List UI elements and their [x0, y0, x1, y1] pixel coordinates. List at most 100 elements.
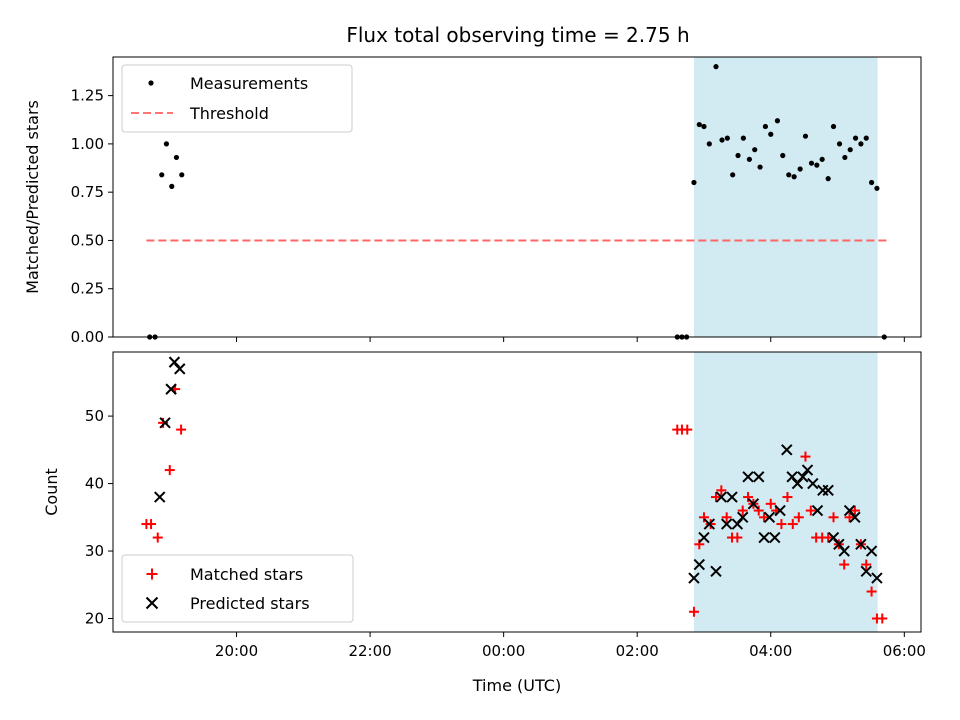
measurement-point: [757, 164, 763, 170]
predicted-star-point: [758, 531, 770, 544]
matched-star-point: [737, 505, 748, 516]
measurement-point: [701, 123, 707, 130]
matched-star-point: [698, 512, 709, 523]
x-axis-label: Time (UTC): [472, 676, 561, 695]
measurement-point: [847, 147, 853, 153]
measurement-point: [819, 156, 825, 162]
measurement-point: [706, 141, 712, 147]
x-tick-label: 20:00: [215, 642, 258, 660]
top-y-tick-label: 0.25: [71, 280, 104, 298]
bottom-panel-shaded-interval: [693, 352, 878, 632]
matched-star-point: [743, 492, 754, 503]
matched-star-point: [793, 512, 804, 523]
legend-predicted-stars-label: Predicted stars: [190, 594, 310, 613]
matched-star-point: [682, 424, 693, 435]
predicted-star-point: [159, 417, 171, 429]
bottom-y-tick-label: 30: [85, 542, 104, 560]
predicted-star-point: [174, 363, 186, 375]
matched-star-point: [861, 559, 872, 570]
predicted-star-point: [769, 531, 781, 544]
predicted-star-point: [715, 491, 728, 503]
measurement-point: [173, 154, 180, 161]
x-tick-label: 00:00: [482, 642, 525, 660]
matched-star-point: [787, 519, 798, 530]
top-panel-y-ticks: 0.00 0.25 0.50 0.75 1.00 1.25: [71, 87, 113, 346]
measurement-point: [735, 152, 741, 159]
measurement-point: [696, 121, 702, 128]
legend-threshold-label: Threshold: [189, 104, 269, 123]
measurement-point: [719, 137, 725, 143]
matched-star-point: [805, 505, 816, 516]
top-panel-frame: [112, 56, 922, 338]
bottom-panel-y-ticks: 20 30 40 50: [85, 407, 113, 628]
bottom-legend-box: [121, 554, 354, 623]
predicted-star-point: [763, 511, 776, 524]
measurement-point: [780, 152, 786, 159]
matched-star-point: [877, 613, 888, 624]
matched-star-point: [828, 512, 839, 523]
matched-star-point: [776, 519, 787, 530]
measurement-point: [836, 141, 843, 147]
measurement-point: [825, 176, 831, 182]
top-panel: 0.00 0.25 0.50 0.75 1.00 1.25 Matched/Predict…: [23, 56, 922, 346]
top-y-tick-label: 1.00: [71, 135, 104, 153]
chart-title: Flux total observing time = 2.75 h: [346, 23, 689, 47]
bottom-panel-x-ticks: 20:00 22:00 00:00 02:00 04:00 06:00: [215, 632, 926, 660]
predicted-star-point: [703, 518, 716, 530]
matched-star-point: [844, 512, 855, 523]
matched-star-point: [823, 532, 834, 543]
predicted-star-point: [774, 504, 786, 517]
bottom-panel-predicted-stars: [154, 356, 883, 584]
measurement-point: [802, 133, 809, 139]
predicted-star-point: [860, 565, 872, 577]
top-panel-y-axis-label: Matched/Predicted stars: [23, 100, 42, 294]
matched-star-point: [146, 519, 157, 530]
matched-star-point: [721, 512, 732, 523]
predicted-star-point: [797, 471, 809, 483]
predicted-star-point: [693, 558, 706, 571]
matched-star-point: [152, 532, 163, 543]
measurement-point: [791, 174, 797, 180]
bottom-y-tick-label: 50: [85, 407, 104, 425]
predicted-star-point: [822, 484, 834, 497]
matched-star-point: [765, 498, 776, 509]
measurement-point: [691, 179, 697, 186]
matched-star-point: [839, 559, 850, 570]
measurement-point: [730, 172, 736, 178]
measurement-point: [814, 162, 820, 168]
bottom-y-tick-label: 20: [85, 610, 104, 628]
top-panel-legend: Measurements Threshold: [121, 64, 353, 133]
predicted-star-point: [838, 545, 850, 557]
measurement-point: [169, 183, 175, 189]
measurement-point: [797, 166, 803, 172]
top-panel-shaded-interval: [693, 57, 878, 337]
predicted-star-point: [742, 471, 754, 483]
measurement-point: [163, 141, 170, 147]
measurement-point: [768, 131, 774, 137]
predicted-star-point: [710, 565, 722, 577]
predicted-star-point: [688, 572, 700, 584]
measurement-point: [874, 185, 880, 191]
legend-measurements-label: Measurements: [190, 74, 308, 93]
measurement-point: [858, 141, 864, 147]
bottom-panel-y-axis-label: Count: [42, 468, 61, 516]
predicted-star-point: [736, 511, 749, 524]
predicted-star-point: [807, 477, 819, 490]
measurement-point: [868, 179, 875, 186]
measurement-point: [852, 135, 859, 141]
matched-star-point: [732, 532, 743, 543]
measurement-point: [724, 135, 730, 141]
measurement-point: [842, 154, 848, 161]
measurement-point: [713, 64, 719, 70]
measurement-point: [774, 118, 781, 124]
matched-star-point: [688, 606, 699, 617]
measurement-point: [746, 156, 752, 162]
legend-predicted-stars-marker: [145, 596, 159, 610]
top-y-tick-label: 1.25: [71, 87, 104, 105]
predicted-star-point: [871, 572, 883, 584]
matched-star-point: [759, 512, 770, 523]
matched-star-point: [710, 492, 721, 503]
predicted-star-point: [801, 464, 814, 476]
matched-star-point: [716, 485, 727, 496]
